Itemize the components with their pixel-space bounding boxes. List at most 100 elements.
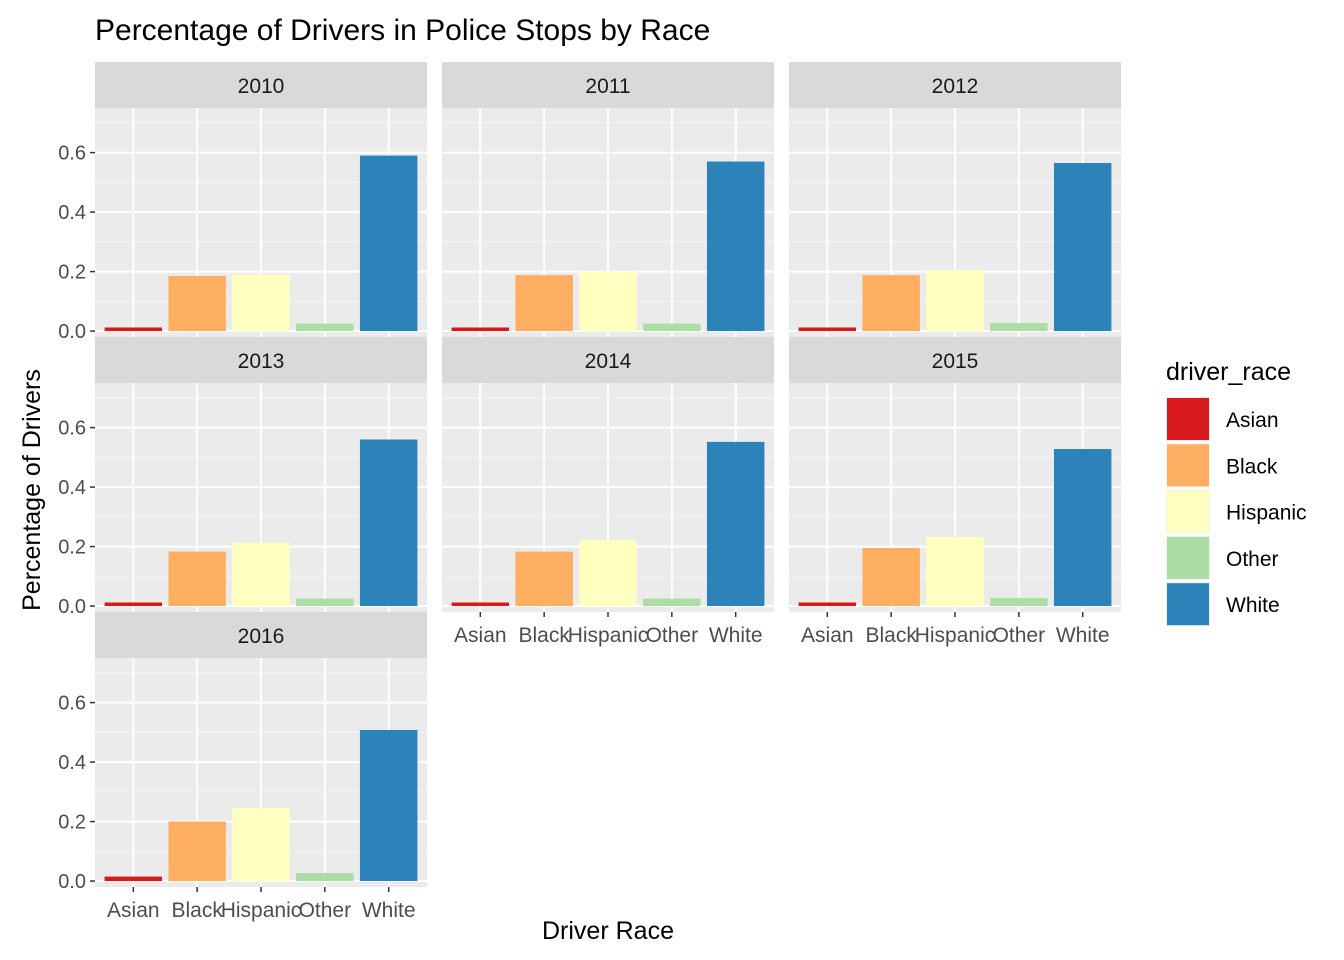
bar-white xyxy=(359,155,418,332)
legend-label: Hispanic xyxy=(1226,502,1307,525)
bar-hispanic xyxy=(579,540,637,607)
facet-strip xyxy=(789,62,1121,108)
bar-asian xyxy=(798,602,857,607)
x-tick-label: Other xyxy=(299,899,352,922)
facet-label: 2014 xyxy=(585,350,632,373)
legend-item-white: White xyxy=(1166,582,1280,627)
x-axis-title: Driver Race xyxy=(542,917,674,945)
bar-hispanic xyxy=(926,537,984,607)
y-tick-label: 0.0 xyxy=(58,871,86,893)
bar-hispanic xyxy=(232,274,290,332)
bar-black xyxy=(862,275,920,332)
legend-label: Black xyxy=(1226,455,1278,478)
facet-panel-2011: 2011 xyxy=(442,62,774,337)
bar-asian xyxy=(104,602,163,607)
bar-white xyxy=(706,441,765,607)
x-tick-label: Asian xyxy=(454,624,507,647)
x-tick-label: Black xyxy=(518,624,570,647)
legend-item-asian: Asian xyxy=(1166,397,1279,441)
x-tick-label: Asian xyxy=(801,624,854,647)
y-tick-label: 0.6 xyxy=(58,693,86,715)
x-tick-label: Other xyxy=(646,624,699,647)
facet-panels: 2010 0.0 0.2 0.4 0.6 2011 2012 2013 0.0 0.2 0.4 0.6… xyxy=(58,62,1121,922)
bar-hispanic xyxy=(926,270,984,332)
bar-black xyxy=(515,275,573,332)
bar-asian xyxy=(798,327,857,332)
bar-other xyxy=(643,598,701,607)
legend-swatch xyxy=(1167,490,1209,533)
y-tick-label: 0.4 xyxy=(58,202,86,224)
legend-item-black: Black xyxy=(1166,443,1278,488)
bar-other xyxy=(296,598,354,607)
bar-other xyxy=(296,323,354,332)
legend-label: Other xyxy=(1226,548,1279,571)
bar-black xyxy=(168,276,226,332)
facet-label: 2010 xyxy=(238,75,285,98)
x-tick-label: Hispanic xyxy=(568,624,649,647)
bar-asian xyxy=(104,327,163,332)
y-axis-title: Percentage of Drivers xyxy=(18,369,46,611)
legend-swatch xyxy=(1167,398,1209,440)
facet-panel-2010: 2010 0.0 0.2 0.4 0.6 xyxy=(58,62,427,343)
x-tick-label: Hispanic xyxy=(221,899,302,922)
legend-title: driver_race xyxy=(1166,358,1291,386)
x-tick-label: Other xyxy=(993,624,1046,647)
bar-hispanic xyxy=(579,271,637,332)
facet-strip xyxy=(95,612,427,658)
bar-white xyxy=(1053,449,1112,607)
y-tick-label: 0.2 xyxy=(58,537,86,559)
bar-white xyxy=(1053,163,1112,332)
facet-panel-2013: 2013 0.0 0.2 0.4 0.6 xyxy=(58,337,427,618)
y-tick-label: 0.2 xyxy=(58,262,86,284)
bar-other xyxy=(296,873,354,882)
bar-white xyxy=(359,729,418,882)
y-tick-label: 0.4 xyxy=(58,752,86,774)
x-tick-label: Hispanic xyxy=(915,624,996,647)
bar-black xyxy=(862,548,920,607)
y-tick-label: 0.0 xyxy=(58,321,86,343)
bar-other xyxy=(990,323,1048,332)
legend-swatch xyxy=(1167,536,1209,579)
legend-item-other: Other xyxy=(1166,535,1279,580)
legend-item-hispanic: Hispanic xyxy=(1166,489,1307,534)
bar-black xyxy=(515,551,573,607)
legend-swatch xyxy=(1167,583,1209,626)
bar-white xyxy=(359,439,418,607)
facet-label: 2012 xyxy=(932,75,979,98)
legend: driver_race Asian Black Hispanic Other White xyxy=(1166,358,1307,627)
legend-label: White xyxy=(1226,594,1280,617)
y-tick-label: 0.0 xyxy=(58,596,86,618)
y-tick-label: 0.6 xyxy=(58,143,86,165)
bar-white xyxy=(706,161,765,332)
facet-strip xyxy=(442,337,774,383)
legend-label: Asian xyxy=(1226,409,1279,432)
x-tick-label: Black xyxy=(865,624,917,647)
facet-label: 2016 xyxy=(238,625,285,648)
x-tick-label: Black xyxy=(171,899,223,922)
facet-label: 2011 xyxy=(585,75,630,98)
x-tick-label: White xyxy=(1056,624,1110,647)
bar-black xyxy=(168,551,226,607)
bar-other xyxy=(643,323,701,332)
facet-strip xyxy=(95,62,427,108)
facet-label: 2013 xyxy=(238,350,285,373)
bar-asian xyxy=(104,876,163,882)
y-tick-label: 0.2 xyxy=(58,812,86,834)
facet-strip xyxy=(95,337,427,383)
y-tick-label: 0.4 xyxy=(58,477,86,499)
bar-other xyxy=(990,598,1048,607)
bar-black xyxy=(168,821,226,882)
y-tick-label: 0.6 xyxy=(58,418,86,440)
x-tick-label: Asian xyxy=(107,899,160,922)
bar-asian xyxy=(451,602,510,607)
x-tick-label: White xyxy=(709,624,763,647)
bar-hispanic xyxy=(232,808,290,882)
bar-asian xyxy=(451,327,510,332)
bar-hispanic xyxy=(232,542,290,607)
facet-strip xyxy=(442,62,774,108)
facet-strip xyxy=(789,337,1121,383)
